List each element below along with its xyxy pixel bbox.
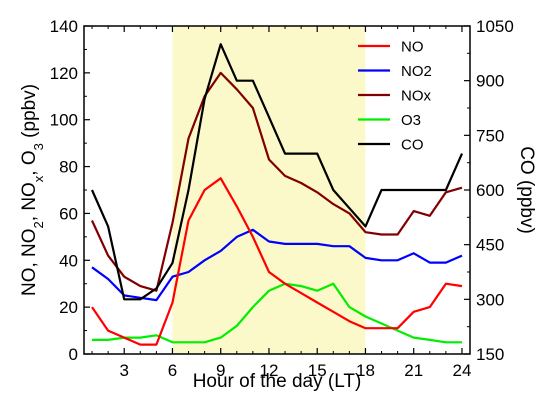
y-tick-label-left: 80 xyxy=(59,158,78,177)
legend-label-no: NO xyxy=(401,39,424,56)
x-tick-label: 6 xyxy=(168,361,177,380)
y-tick-label-right: 900 xyxy=(476,72,504,91)
y-tick-label-left: 120 xyxy=(50,64,78,83)
x-tick-label: 21 xyxy=(404,361,423,380)
y-axis-title-left: NO, NO2, NOx, O3 (ppbv) xyxy=(19,84,46,296)
y-tick-label-left: 140 xyxy=(50,17,78,36)
y-tick-label-right: 450 xyxy=(476,236,504,255)
x-tick-label: 18 xyxy=(356,361,375,380)
y-tick-label-left: 60 xyxy=(59,204,78,223)
y-tick-label-right: 600 xyxy=(476,181,504,200)
y-tick-label-left: 20 xyxy=(59,298,78,317)
series-line-no2 xyxy=(91,228,463,302)
y-tick-label-right: 750 xyxy=(476,126,504,145)
x-tick-label: 3 xyxy=(119,361,128,380)
legend-label-no2: NO2 xyxy=(401,63,432,80)
series-line-no xyxy=(91,177,463,346)
y-tick-label-right: 150 xyxy=(476,345,504,364)
y-tick-label-left: 100 xyxy=(50,111,78,130)
x-tick-label: 12 xyxy=(259,361,278,380)
series-line-o3 xyxy=(92,282,462,344)
y-tick-label-left: 0 xyxy=(69,345,78,364)
legend-label-co: CO xyxy=(401,137,424,154)
series-line-co xyxy=(90,43,464,301)
y-axis-title-right: CO (ppbv) xyxy=(516,146,536,234)
x-tick-label: 24 xyxy=(452,361,471,380)
daytime-shaded-region xyxy=(172,26,366,354)
y-tick-label-right: 1050 xyxy=(476,17,514,36)
x-tick-label: 9 xyxy=(216,361,225,380)
x-axis-title: Hour of the day (LT) xyxy=(193,371,362,392)
y-tick-label-right: 300 xyxy=(476,290,504,309)
y-tick-label-left: 40 xyxy=(59,251,78,270)
legend-label-o3: O3 xyxy=(401,112,421,129)
legend-label-nox: NOx xyxy=(401,88,432,105)
x-tick-label: 15 xyxy=(308,361,327,380)
